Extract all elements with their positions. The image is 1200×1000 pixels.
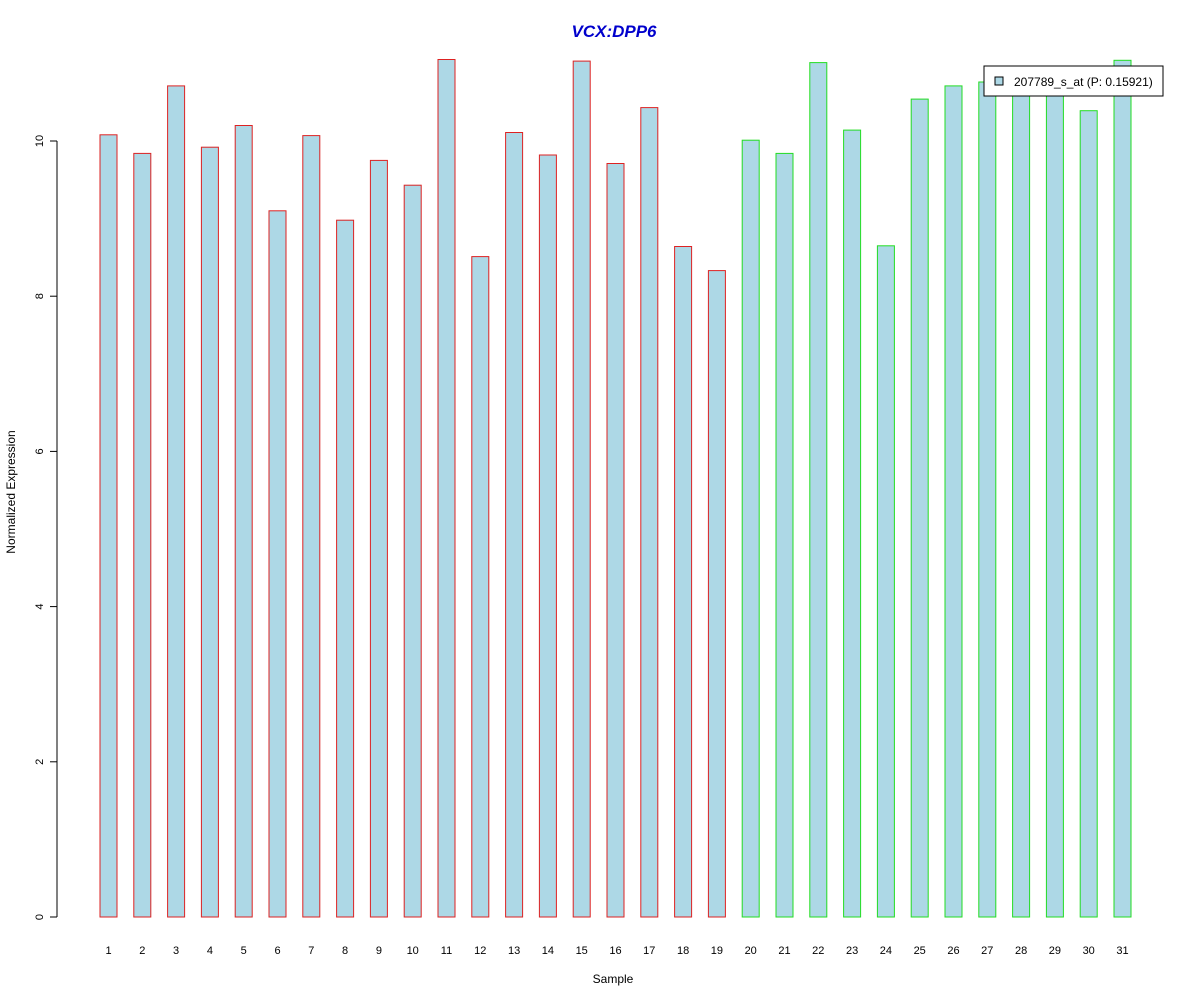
x-tick-label-24: 24 bbox=[880, 945, 892, 957]
y-tick-label-8: 8 bbox=[34, 293, 46, 299]
bar-sample-13 bbox=[505, 132, 524, 918]
y-axis: 0 2 4 6 8 10 bbox=[34, 135, 58, 920]
bars-group bbox=[99, 59, 1132, 918]
x-tick-label-10: 10 bbox=[407, 945, 419, 957]
x-tick-label-16: 16 bbox=[609, 945, 621, 957]
y-axis-label: Normalized Expression bbox=[4, 430, 18, 553]
bar-sample-11 bbox=[437, 59, 456, 918]
legend-box bbox=[983, 65, 1164, 97]
bar-sample-28 bbox=[1012, 90, 1031, 918]
x-tick-label-14: 14 bbox=[542, 945, 554, 957]
bar-sample-23 bbox=[843, 129, 862, 918]
bar-sample-4 bbox=[200, 146, 219, 918]
x-tick-label-17: 17 bbox=[643, 945, 655, 957]
x-tick-label-30: 30 bbox=[1083, 945, 1095, 957]
x-tick-label-4: 4 bbox=[207, 945, 213, 957]
bar-sample-7 bbox=[302, 135, 321, 918]
x-tick-label-7: 7 bbox=[308, 945, 314, 957]
bar-sample-15 bbox=[572, 60, 591, 918]
bar-sample-26 bbox=[944, 85, 963, 918]
x-tick-label-26: 26 bbox=[947, 945, 959, 957]
legend-swatch bbox=[994, 76, 1004, 86]
bar-sample-1 bbox=[99, 134, 118, 918]
x-tick-label-21: 21 bbox=[778, 945, 790, 957]
bar-sample-25 bbox=[910, 98, 929, 918]
x-tick-label-8: 8 bbox=[342, 945, 348, 957]
legend: 207789_s_at (P: 0.15921) bbox=[983, 65, 1164, 97]
x-tick-label-3: 3 bbox=[173, 945, 179, 957]
x-tick-label-28: 28 bbox=[1015, 945, 1027, 957]
bar-sample-12 bbox=[471, 256, 490, 918]
bar-sample-20 bbox=[741, 139, 760, 918]
bar-sample-31 bbox=[1113, 59, 1132, 918]
bar-sample-9 bbox=[369, 159, 388, 918]
bar-sample-22 bbox=[809, 62, 828, 918]
x-tick-label-12: 12 bbox=[474, 945, 486, 957]
bar-sample-17 bbox=[640, 107, 659, 918]
x-tick-label-9: 9 bbox=[376, 945, 382, 957]
y-tick-label-0: 0 bbox=[34, 914, 46, 920]
x-tick-label-6: 6 bbox=[274, 945, 280, 957]
bar-sample-30 bbox=[1079, 110, 1098, 918]
bar-sample-6 bbox=[268, 210, 287, 918]
bar-sample-5 bbox=[234, 125, 253, 918]
bar-sample-14 bbox=[538, 154, 557, 918]
bar-sample-18 bbox=[674, 246, 693, 918]
x-axis-label: Sample bbox=[593, 972, 634, 986]
y-tick-label-6: 6 bbox=[34, 448, 46, 454]
legend-label: 207789_s_at (P: 0.15921) bbox=[1014, 75, 1153, 89]
x-tick-label-31: 31 bbox=[1116, 945, 1128, 957]
bar-sample-24 bbox=[876, 245, 895, 918]
chart-title: VCX:DPP6 bbox=[571, 22, 657, 41]
y-tick-label-2: 2 bbox=[34, 759, 46, 765]
bar-sample-19 bbox=[707, 270, 726, 918]
x-tick-label-13: 13 bbox=[508, 945, 520, 957]
x-tick-label-1: 1 bbox=[105, 945, 111, 957]
bar-sample-16 bbox=[606, 163, 625, 918]
x-tick-label-18: 18 bbox=[677, 945, 689, 957]
x-tick-label-5: 5 bbox=[241, 945, 247, 957]
bar-sample-2 bbox=[133, 152, 152, 918]
x-tick-label-25: 25 bbox=[914, 945, 926, 957]
x-tick-label-27: 27 bbox=[981, 945, 993, 957]
x-tick-label-20: 20 bbox=[745, 945, 757, 957]
bar-sample-29 bbox=[1045, 92, 1064, 918]
x-tick-label-19: 19 bbox=[711, 945, 723, 957]
x-tick-label-15: 15 bbox=[576, 945, 588, 957]
bar-sample-3 bbox=[167, 85, 186, 918]
x-tick-label-29: 29 bbox=[1049, 945, 1061, 957]
x-tick-label-23: 23 bbox=[846, 945, 858, 957]
y-tick-label-10: 10 bbox=[34, 135, 46, 147]
x-tick-label-11: 11 bbox=[441, 945, 452, 957]
bar-sample-27 bbox=[978, 81, 997, 918]
bar-sample-8 bbox=[336, 219, 355, 918]
bar-sample-10 bbox=[403, 184, 422, 918]
x-tick-label-2: 2 bbox=[139, 945, 145, 957]
bar-sample-21 bbox=[775, 152, 794, 918]
x-axis: 1 2 3 4 5 6 7 8 9 10 11 12 13 14 15 16 17 18 19 20 21 22 23 24 2… bbox=[105, 945, 1128, 957]
x-tick-label-22: 22 bbox=[812, 945, 824, 957]
y-tick-label-4: 4 bbox=[34, 604, 46, 610]
